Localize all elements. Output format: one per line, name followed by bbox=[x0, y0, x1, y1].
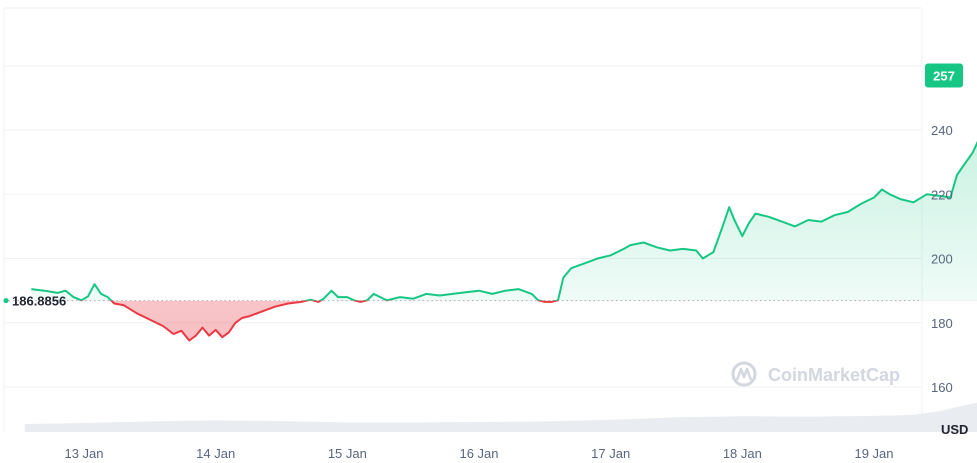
y-tick-label: 200 bbox=[931, 252, 953, 267]
y-tick-label: 240 bbox=[931, 123, 953, 138]
y-tick-label: 220 bbox=[931, 187, 953, 202]
reference-dot bbox=[3, 298, 9, 304]
y-tick-label: 180 bbox=[931, 316, 953, 331]
currency-label: USD bbox=[941, 422, 968, 437]
x-tick-label: 19 Jan bbox=[854, 446, 893, 461]
volume-area bbox=[24, 402, 977, 432]
y-tick-label: 160 bbox=[931, 380, 953, 395]
x-tick-label: 15 Jan bbox=[328, 446, 367, 461]
price-area bbox=[31, 143, 977, 341]
x-tick-label: 16 Jan bbox=[459, 446, 498, 461]
x-tick-label: 18 Jan bbox=[723, 446, 762, 461]
current-price-badge: 257 bbox=[925, 63, 963, 88]
x-tick-label: 14 Jan bbox=[196, 446, 235, 461]
x-axis: 13 Jan 14 Jan 15 Jan 16 Jan 17 Jan 18 Jan 19 J… bbox=[64, 446, 893, 461]
volume-bars bbox=[24, 402, 977, 432]
reference-value-label: 186.8856 bbox=[12, 294, 66, 309]
watermark-text: CoinMarketCap bbox=[768, 365, 900, 385]
x-tick-label: 13 Jan bbox=[64, 446, 103, 461]
current-price-value: 257 bbox=[933, 68, 955, 83]
x-tick-label: 17 Jan bbox=[591, 446, 630, 461]
area-fill-above bbox=[31, 143, 977, 301]
price-line bbox=[31, 140, 977, 342]
coinmarketcap-logo-icon bbox=[731, 361, 757, 387]
price-line-up bbox=[31, 140, 977, 301]
price-line-down bbox=[79, 300, 559, 342]
watermark: CoinMarketCap bbox=[731, 361, 900, 387]
area-fill-below bbox=[31, 300, 977, 341]
reference-line-group: 186.8856 bbox=[3, 294, 922, 309]
y-axis: 160 180 200 220 240 bbox=[931, 123, 953, 395]
